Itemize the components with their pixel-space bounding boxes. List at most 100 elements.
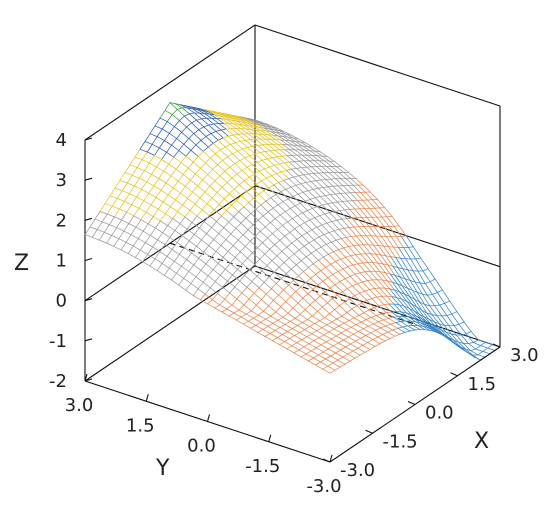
surface-mesh-segment — [324, 194, 331, 196]
surface-mesh-segment — [185, 289, 194, 296]
surface-mesh-segment — [327, 365, 336, 371]
surface-mesh-segment — [183, 271, 190, 279]
surface-mesh-segment — [174, 120, 180, 127]
surface-mesh-segment — [141, 189, 150, 194]
surface-mesh-segment — [228, 216, 235, 223]
surface-mesh-segment — [278, 162, 285, 165]
surface-mesh-segment — [337, 294, 345, 303]
surface-mesh-segment — [262, 215, 271, 223]
surface-mesh-segment — [427, 293, 433, 296]
surface-mesh-segment — [422, 270, 431, 283]
surface-mesh-segment — [217, 256, 224, 264]
surface-mesh-segment — [407, 287, 413, 291]
surface-mesh-segment — [243, 206, 252, 214]
surface-mesh-segment — [262, 329, 271, 334]
surface-mesh-segment — [277, 334, 283, 338]
surface-mesh-segment — [329, 287, 338, 296]
surface-mesh-segment — [325, 243, 334, 253]
surface-mesh-segment — [233, 123, 242, 130]
surface-mesh-segment — [188, 234, 195, 242]
surface-mesh-segment — [201, 233, 207, 241]
surface-mesh-segment — [369, 289, 378, 298]
surface-mesh-segment — [322, 306, 330, 315]
surface-mesh-segment — [328, 160, 337, 167]
surface-mesh-segment — [146, 151, 155, 156]
surface-mesh-segment — [293, 349, 300, 354]
surface-mesh-segment — [393, 316, 401, 322]
surface-mesh-segment — [395, 321, 401, 323]
surface-mesh-segment — [285, 301, 294, 309]
surface-mesh-segment — [182, 204, 191, 211]
surface-mesh-segment — [195, 139, 202, 146]
surface-mesh-segment — [348, 333, 354, 338]
surface-mesh-segment — [475, 348, 484, 352]
surface-mesh-segment — [297, 325, 305, 330]
surface-mesh-segment — [367, 279, 373, 281]
surface-mesh-segment — [271, 175, 280, 183]
surface-mesh-segment — [361, 300, 368, 304]
surface-mesh-segment — [210, 153, 216, 159]
surface-mesh-segment — [141, 181, 147, 190]
surface-mesh-segment — [347, 264, 354, 268]
surface-mesh-segment — [379, 340, 386, 345]
surface-mesh-segment — [335, 349, 341, 354]
surface-mesh-segment — [333, 325, 340, 330]
surface-mesh-segment — [139, 177, 147, 183]
surface-mesh-segment — [409, 296, 418, 308]
surface-mesh-segment — [323, 348, 329, 353]
surface-mesh-segment — [167, 187, 174, 196]
surface-mesh-segment — [313, 236, 320, 241]
surface-mesh-segment — [267, 211, 276, 220]
surface-mesh-segment — [265, 288, 272, 295]
surface-mesh-segment — [298, 275, 307, 283]
surface-mesh-segment — [280, 306, 289, 314]
surface-mesh-segment — [237, 150, 246, 159]
surface-mesh-segment — [256, 180, 262, 185]
surface-mesh-segment — [263, 305, 269, 312]
surface-mesh-segment — [271, 157, 280, 165]
surface-mesh-segment — [276, 156, 285, 164]
surface-mesh-segment — [332, 274, 341, 282]
surface-mesh-segment — [200, 136, 207, 141]
surface-mesh-segment — [380, 327, 389, 333]
surface-mesh-segment — [409, 280, 418, 293]
surface-mesh-segment — [356, 305, 365, 314]
surface-mesh-segment — [299, 200, 306, 204]
surface-mesh-segment — [266, 177, 275, 186]
surface-mesh-segment — [218, 227, 225, 234]
surface-mesh-segment — [166, 151, 175, 158]
z-tick-mark — [84, 298, 93, 302]
surface-mesh-segment — [248, 173, 255, 178]
surface-mesh-segment — [275, 311, 284, 318]
surface-mesh-segment — [385, 312, 394, 318]
surface-mesh-segment — [248, 298, 257, 306]
surface-mesh-segment — [255, 299, 262, 306]
surface-mesh-segment — [228, 221, 237, 229]
x-tick-mark — [450, 372, 458, 377]
surface-mesh-segment — [254, 264, 263, 272]
surface-mesh-segment — [275, 132, 284, 137]
surface-mesh-segment — [251, 164, 260, 172]
surface-mesh-segment — [220, 128, 227, 131]
surface-mesh-segment — [332, 362, 341, 368]
surface-mesh-segment — [166, 256, 175, 262]
surface-mesh-segment — [146, 173, 152, 183]
surface-mesh-segment — [193, 133, 202, 141]
surface-mesh-segment — [240, 217, 247, 224]
surface-mesh-segment — [280, 132, 289, 138]
surface-mesh-segment — [274, 218, 283, 226]
surface-mesh-segment — [444, 303, 453, 315]
surface-mesh-segment — [266, 158, 275, 166]
surface-mesh-segment — [160, 189, 169, 196]
surface-mesh-segment — [271, 173, 277, 177]
surface-mesh-segment — [475, 345, 481, 350]
surface-mesh-segment — [197, 156, 206, 164]
surface-mesh-segment — [345, 343, 351, 348]
surface-mesh-segment — [363, 325, 369, 330]
surface-mesh-segment — [321, 166, 330, 173]
surface-mesh-segment — [235, 222, 242, 229]
surface-mesh-segment — [118, 230, 125, 240]
surface-mesh-segment — [268, 187, 277, 195]
surface-mesh-segment — [182, 167, 189, 175]
surface-mesh-segment — [208, 239, 215, 246]
